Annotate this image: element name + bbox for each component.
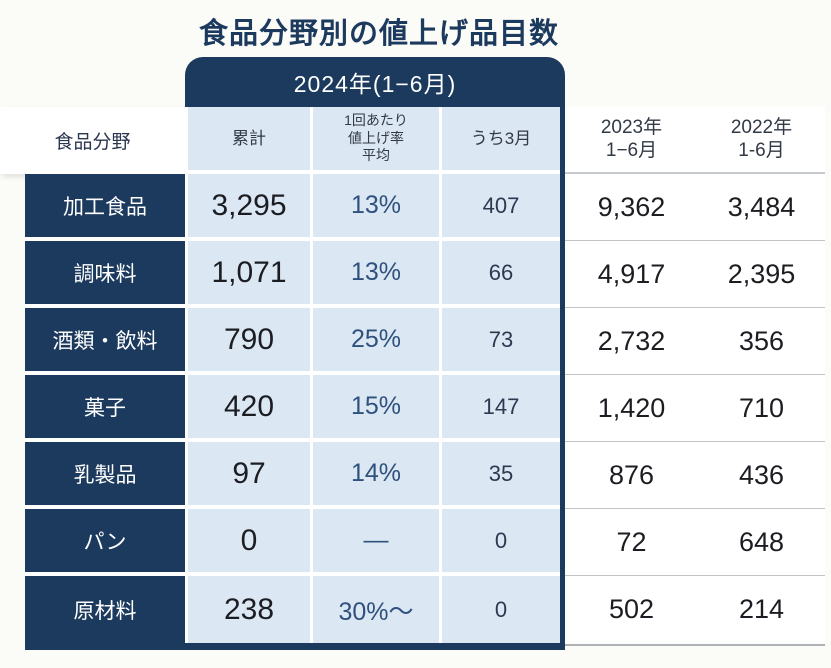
y2022-cell: 356	[698, 308, 825, 375]
cumulative-cell: 790	[185, 308, 310, 375]
rate-cell: 13%	[310, 174, 439, 241]
category-cell: 調味料	[25, 241, 185, 308]
column-header-rate: 1回あたり 値上げ率 平均	[310, 107, 439, 174]
section-divider	[560, 241, 565, 308]
y2023-cell: 4,917	[565, 241, 698, 308]
column-header-2023: 2023年 1−6月	[565, 107, 698, 174]
march-cell: 0	[439, 509, 560, 576]
cumulative-cell: 97	[185, 442, 310, 509]
y2022-cell: 710	[698, 375, 825, 442]
section-divider	[560, 308, 565, 375]
category-cell: 菓子	[25, 375, 185, 442]
column-header-category: 食品分野	[0, 107, 185, 174]
category-cell: 乳製品	[25, 442, 185, 509]
cumulative-cell: 3,295	[185, 174, 310, 241]
section-divider	[560, 509, 565, 576]
march-cell: 0	[439, 576, 560, 643]
y2022-cell: 3,484	[698, 174, 825, 241]
section-divider	[560, 174, 565, 241]
y2022-cell: 2,395	[698, 241, 825, 308]
table-row: 菓子 420 15% 147 1,420 710	[25, 375, 825, 442]
march-cell: 73	[439, 308, 560, 375]
y2023-cell: 72	[565, 509, 698, 576]
rate-cell: 25%	[310, 308, 439, 375]
y2023-cell: 2,732	[565, 308, 698, 375]
rate-cell: 15%	[310, 375, 439, 442]
y2022-cell: 214	[698, 576, 825, 643]
rate-cell: 30%～	[310, 576, 439, 643]
category-cell: パン	[25, 509, 185, 576]
table-row: 酒類・飲料 790 25% 73 2,732 356	[25, 308, 825, 375]
table-body: 加工食品 3,295 13% 407 9,362 3,484 調味料 1,071…	[25, 174, 825, 643]
y2023-cell: 1,420	[565, 375, 698, 442]
rate-cell: —	[310, 509, 439, 576]
section-divider	[560, 375, 565, 442]
cumulative-cell: 238	[185, 576, 310, 643]
section-divider	[560, 442, 565, 509]
table-row: パン 0 — 0 72 648	[25, 509, 825, 576]
cumulative-cell: 1,071	[185, 241, 310, 308]
y2023-cell: 9,362	[565, 174, 698, 241]
section-divider	[560, 107, 565, 174]
table-row: 原材料 238 30%～ 0 502 214	[25, 576, 825, 643]
page-title: 食品分野別の値上げ品目数	[198, 18, 559, 50]
bottom-border-navy	[25, 643, 565, 650]
category-cell: 加工食品	[25, 174, 185, 241]
y2023-cell: 876	[565, 442, 698, 509]
column-header-cumulative: 累計	[185, 107, 310, 174]
bottom-border-gray	[565, 644, 825, 646]
march-cell: 66	[439, 241, 560, 308]
y2022-cell: 648	[698, 509, 825, 576]
column-header-march: うち3月	[439, 107, 560, 174]
march-cell: 147	[439, 375, 560, 442]
cumulative-cell: 0	[185, 509, 310, 576]
table-row: 加工食品 3,295 13% 407 9,362 3,484	[25, 174, 825, 241]
march-cell: 407	[439, 174, 560, 241]
rate-cell: 14%	[310, 442, 439, 509]
march-cell: 35	[439, 442, 560, 509]
y2023-cell: 502	[565, 576, 698, 643]
cumulative-cell: 420	[185, 375, 310, 442]
table-row: 乳製品 97 14% 35 876 436	[25, 442, 825, 509]
category-cell: 原材料	[25, 576, 185, 643]
section-divider	[560, 576, 565, 643]
table-row: 調味料 1,071 13% 66 4,917 2,395	[25, 241, 825, 308]
table-header-row: 累計 1回あたり 値上げ率 平均 うち3月 2023年 1−6月 2022年 1…	[185, 107, 825, 174]
y2022-cell: 436	[698, 442, 825, 509]
rate-cell: 13%	[310, 241, 439, 308]
column-header-2022: 2022年 1-6月	[698, 107, 825, 174]
category-cell: 酒類・飲料	[25, 308, 185, 375]
period-2024-banner: 2024年(1−6月)	[185, 57, 565, 107]
